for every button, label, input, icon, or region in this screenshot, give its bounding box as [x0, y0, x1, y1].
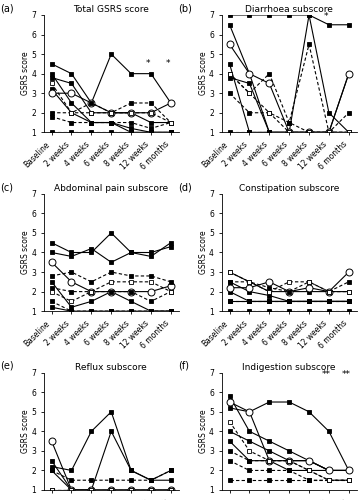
Y-axis label: GSRS score: GSRS score [21, 52, 30, 96]
Text: **: ** [321, 370, 331, 378]
Y-axis label: GSRS score: GSRS score [21, 230, 30, 274]
Text: **: ** [341, 370, 350, 378]
Text: (f): (f) [178, 361, 189, 371]
Text: *: * [146, 59, 150, 68]
Text: (d): (d) [178, 182, 192, 192]
Title: Indigestion subscore: Indigestion subscore [242, 363, 336, 372]
Y-axis label: GSRS score: GSRS score [199, 52, 208, 96]
Y-axis label: GSRS score: GSRS score [199, 410, 208, 453]
Text: *: * [324, 12, 328, 21]
Text: *: * [166, 59, 170, 68]
Title: Diarrhoea subscore: Diarrhoea subscore [245, 5, 333, 14]
Text: (c): (c) [0, 182, 13, 192]
Text: (b): (b) [178, 4, 192, 14]
Text: (a): (a) [0, 4, 14, 14]
Title: Abdominal pain subscore: Abdominal pain subscore [54, 184, 168, 193]
Title: Reflux subscore: Reflux subscore [75, 363, 147, 372]
Text: (e): (e) [0, 361, 14, 371]
Title: Total GSRS score: Total GSRS score [73, 5, 149, 14]
Title: Constipation subscore: Constipation subscore [239, 184, 339, 193]
Y-axis label: GSRS score: GSRS score [199, 230, 208, 274]
Y-axis label: GSRS score: GSRS score [21, 410, 30, 453]
